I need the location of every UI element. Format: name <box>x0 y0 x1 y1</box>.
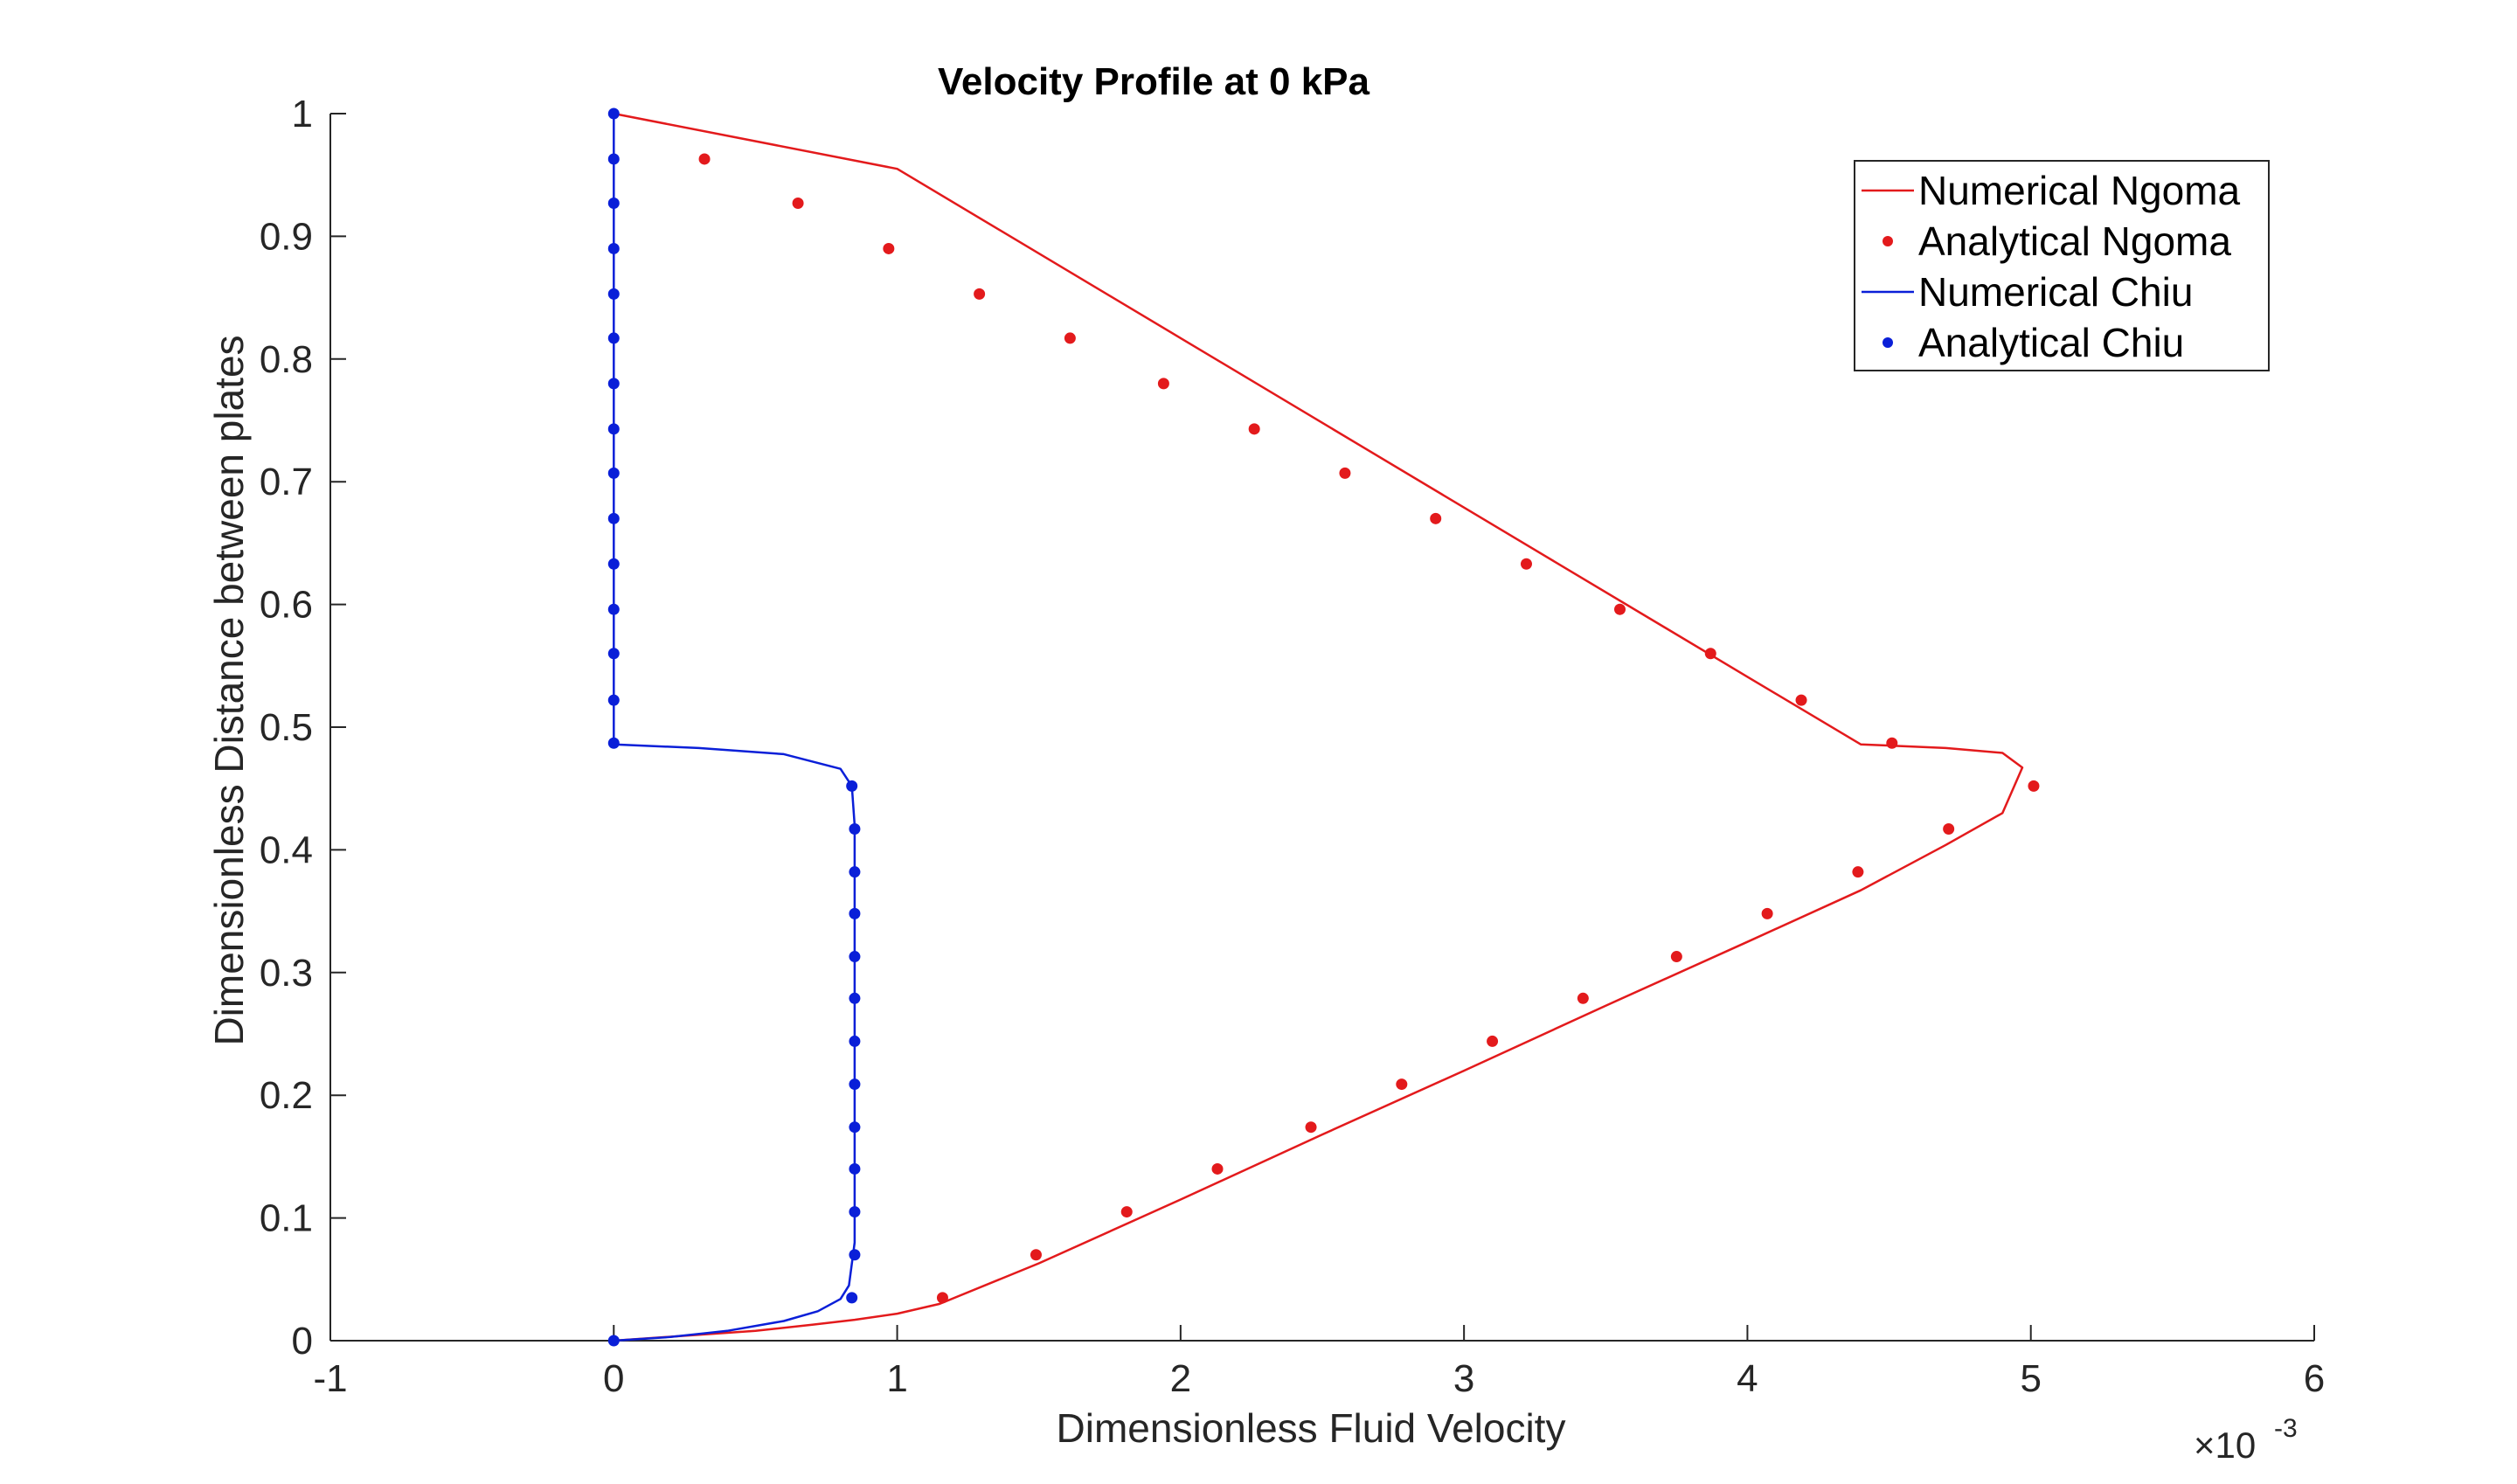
data-point-analytical-chiu <box>607 648 620 660</box>
legend-marker-analytical-ngoma <box>1883 236 1893 246</box>
legend-label-analytical-chiu: Analytical Chiu <box>1918 320 2184 365</box>
data-point-analytical-ngoma <box>698 153 711 165</box>
x-tick-label: 5 <box>2020 1357 2041 1400</box>
series-line-numerical-ngoma <box>614 112 2024 1342</box>
data-point-analytical-chiu <box>607 332 620 344</box>
legend: Numerical Ngoma Analytical Ngoma Numeric… <box>1854 160 2270 371</box>
data-point-analytical-chiu <box>607 378 620 390</box>
y-tick-label: 0.8 <box>260 338 313 381</box>
data-point-analytical-chiu <box>607 288 620 300</box>
legend-entry-numerical-chiu: Numerical Chiu <box>1862 269 2193 315</box>
series-line-numerical-chiu <box>613 114 856 1342</box>
y-tick-label: 0.4 <box>260 829 313 871</box>
data-point-analytical-chiu <box>846 1292 858 1304</box>
data-point-analytical-ngoma <box>1030 1249 1042 1261</box>
data-point-analytical-chiu <box>849 866 861 878</box>
y-tick-label: 0.1 <box>260 1197 313 1240</box>
data-point-analytical-ngoma <box>1064 332 1076 344</box>
data-point-analytical-chiu <box>849 1035 861 1047</box>
data-point-analytical-chiu <box>607 1335 620 1347</box>
y-tick-label: 0.5 <box>260 706 313 749</box>
y-tick-label: 0.9 <box>260 215 313 258</box>
data-point-analytical-chiu <box>607 558 620 570</box>
data-point-analytical-ngoma <box>1248 423 1260 435</box>
data-point-analytical-chiu <box>607 603 620 615</box>
data-point-analytical-chiu <box>607 694 620 706</box>
x-exponent-base: ×10 <box>2194 1425 2256 1466</box>
legend-entry-numerical-ngoma: Numerical Ngoma <box>1862 168 2241 213</box>
data-point-analytical-ngoma <box>1614 603 1626 615</box>
legend-marker-analytical-chiu <box>1883 337 1893 348</box>
legend-label-numerical-ngoma: Numerical Ngoma <box>1918 168 2241 213</box>
data-point-analytical-ngoma <box>1670 951 1682 963</box>
data-point-analytical-ngoma <box>1430 512 1442 524</box>
data-point-analytical-chiu <box>607 512 620 524</box>
x-axis-label: Dimensionless Fluid Velocity <box>1057 1405 1566 1451</box>
data-point-analytical-chiu <box>607 242 620 254</box>
data-point-analytical-ngoma <box>1487 1035 1499 1047</box>
data-point-analytical-ngoma <box>974 288 986 300</box>
data-point-analytical-ngoma <box>883 242 895 254</box>
x-exponent: ×10 -3 <box>2194 1414 2298 1466</box>
data-point-analytical-ngoma <box>1852 866 1864 878</box>
y-tick-label: 0 <box>292 1320 313 1363</box>
data-point-analytical-ngoma <box>1943 823 1955 836</box>
y-tick-label: 0.6 <box>260 584 313 627</box>
data-point-analytical-chiu <box>607 153 620 165</box>
data-point-analytical-chiu <box>607 467 620 479</box>
data-point-analytical-ngoma <box>1704 648 1716 660</box>
y-tick-label: 0.2 <box>260 1074 313 1117</box>
axes: -1 0 1 2 3 4 5 600.10.20.30.40.50.60.70.80.91 <box>260 93 2325 1400</box>
data-point-analytical-ngoma <box>1886 737 1898 749</box>
x-tick-label: 2 <box>1170 1357 1191 1400</box>
x-tick-label: 4 <box>1737 1357 1758 1400</box>
data-point-analytical-chiu <box>846 780 858 792</box>
data-point-analytical-chiu <box>607 107 620 120</box>
data-point-analytical-ngoma <box>1761 907 1773 919</box>
data-point-analytical-chiu <box>849 1249 861 1261</box>
data-point-analytical-ngoma <box>1577 992 1589 1004</box>
legend-entry-analytical-ngoma: Analytical Ngoma <box>1883 218 2231 264</box>
data-point-analytical-ngoma <box>1396 1078 1408 1091</box>
data-point-analytical-chiu <box>849 951 861 963</box>
data-point-analytical-ngoma <box>2028 780 2040 792</box>
data-point-analytical-ngoma <box>1305 1121 1317 1134</box>
y-tick-label: 1 <box>292 93 313 135</box>
x-tick-label: 0 <box>603 1357 624 1400</box>
data-point-analytical-chiu <box>607 197 620 209</box>
legend-label-analytical-ngoma: Analytical Ngoma <box>1918 218 2231 264</box>
data-point-analytical-chiu <box>849 1162 861 1175</box>
data-point-analytical-chiu <box>849 1206 861 1218</box>
x-tick-label: 1 <box>886 1357 907 1400</box>
legend-entry-analytical-chiu: Analytical Chiu <box>1883 320 2184 365</box>
data-point-analytical-ngoma <box>1211 1162 1224 1175</box>
y-tick-label: 0.3 <box>260 952 313 995</box>
y-tick-label: 0.7 <box>260 461 313 503</box>
plot-lines <box>613 112 2024 1342</box>
data-point-analytical-chiu <box>849 1078 861 1091</box>
data-point-analytical-chiu <box>849 1121 861 1134</box>
data-point-analytical-chiu <box>849 907 861 919</box>
data-point-analytical-ngoma <box>1795 694 1807 706</box>
data-point-analytical-ngoma <box>1120 1206 1133 1218</box>
data-point-analytical-chiu <box>849 992 861 1004</box>
data-point-analytical-chiu <box>849 823 861 836</box>
data-point-analytical-ngoma <box>936 1292 948 1304</box>
chart-title: Velocity Profile at 0 kPa <box>938 60 1370 103</box>
data-point-analytical-chiu <box>607 423 620 435</box>
legend-box <box>1854 160 2270 371</box>
y-axis-label: Dimensionless Distance between plates <box>206 335 252 1045</box>
data-point-analytical-ngoma <box>792 197 804 209</box>
data-point-analytical-ngoma <box>1339 467 1351 479</box>
plot-markers <box>607 107 2040 1347</box>
legend-label-numerical-chiu: Numerical Chiu <box>1918 269 2193 315</box>
x-tick-label: 3 <box>1453 1357 1474 1400</box>
data-point-analytical-ngoma <box>1520 558 1532 570</box>
x-tick-label: 6 <box>2304 1357 2325 1400</box>
data-point-analytical-ngoma <box>1157 378 1169 390</box>
data-point-analytical-chiu <box>607 737 620 749</box>
x-tick-label: -1 <box>313 1357 347 1400</box>
x-exponent-power: -3 <box>2274 1414 2298 1443</box>
